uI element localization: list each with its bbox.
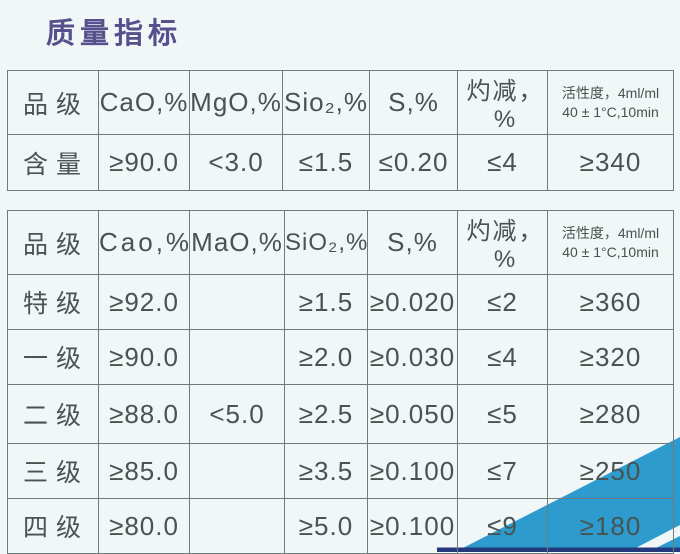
- grade-cell: 四级: [7, 498, 99, 554]
- data-cell: ≥0.100: [367, 443, 458, 499]
- header-cell-mao: MaO,%: [189, 210, 285, 275]
- header-cell-activity: 活性度，4ml/ml 40 ± 1°C,10min: [547, 70, 674, 135]
- data-cell: ≥2.0: [284, 329, 368, 385]
- data-cell: ≤5: [457, 384, 548, 444]
- activity-line2: 40 ± 1°C,10min: [562, 243, 659, 260]
- page-title: 质量指标: [46, 18, 183, 50]
- header-cell-grade: 品级: [7, 210, 99, 275]
- activity-line1: 活性度，4ml/ml: [561, 224, 660, 241]
- data-cell: [189, 443, 285, 499]
- data-cell: ≥340: [547, 134, 674, 191]
- data-cell: ≥2.5: [284, 384, 368, 444]
- table-row: 一级 ≥90.0 ≥2.0 ≥0.030 ≤4 ≥320: [7, 329, 674, 385]
- data-cell: ≥0.100: [367, 498, 458, 554]
- data-cell: ≥1.5: [284, 274, 368, 330]
- data-cell: ≤9: [457, 498, 548, 554]
- data-cell: ≥3.5: [284, 443, 368, 499]
- data-cell: ≥90.0: [98, 134, 190, 191]
- table-row: 三级 ≥85.0 ≥3.5 ≥0.100 ≤7 ≥250: [7, 443, 674, 499]
- data-cell: <5.0: [189, 384, 285, 444]
- data-cell: ≥5.0: [284, 498, 368, 554]
- data-cell: ≥0.030: [367, 329, 458, 385]
- header-cell-grade: 品级: [7, 70, 99, 135]
- table-row: 四级 ≥80.0 ≥5.0 ≥0.100 ≤9 ≥180: [7, 498, 674, 554]
- header-cell-ignition: 灼减，%: [457, 210, 548, 275]
- data-cell: ≥360: [547, 274, 674, 330]
- data-cell: <3.0: [189, 134, 283, 191]
- data-cell: ≥88.0: [98, 384, 190, 444]
- activity-line2: 40 ± 1°C,10min: [562, 103, 659, 120]
- data-cell: ≥90.0: [98, 329, 190, 385]
- data-cell: ≥80.0: [98, 498, 190, 554]
- data-cell: ≥250: [547, 443, 674, 499]
- header-cell-activity: 活性度，4ml/ml 40 ± 1°C,10min: [547, 210, 674, 275]
- data-cell: ≤1.5: [282, 134, 370, 191]
- header-cell-s: S,%: [367, 210, 458, 275]
- activity-line1: 活性度，4ml/ml: [561, 84, 660, 101]
- data-cell: ≥0.020: [367, 274, 458, 330]
- data-cell: ≤2: [457, 274, 548, 330]
- data-cell: ≥92.0: [98, 274, 190, 330]
- data-cell: ≥180: [547, 498, 674, 554]
- data-cell: ≥280: [547, 384, 674, 444]
- header-cell-ignition: 灼减，%: [457, 70, 548, 135]
- data-cell: ≥85.0: [98, 443, 190, 499]
- spec-table-2: 品级 Cao,% MaO,% SiO₂,% S,% 灼减，% 活性度，4ml/m…: [7, 210, 674, 554]
- grade-cell: 二级: [7, 384, 99, 444]
- grade-cell: 含量: [7, 134, 99, 191]
- spec-table-1: 品级 CaO,% MgO,% Sio₂,% S,% 灼减，% 活性度，4ml/m…: [7, 70, 674, 191]
- grade-cell: 一级: [7, 329, 99, 385]
- header-cell-cao: Cao,%: [98, 210, 190, 275]
- data-cell: [189, 329, 285, 385]
- header-cell-s: S,%: [369, 70, 458, 135]
- data-cell: ≤4: [457, 134, 548, 191]
- header-cell-mgo: MgO,%: [189, 70, 283, 135]
- data-cell: ≤7: [457, 443, 548, 499]
- grade-cell: 特级: [7, 274, 99, 330]
- data-cell: ≥320: [547, 329, 674, 385]
- data-cell: [189, 274, 285, 330]
- header-cell-sio2: Sio₂,%: [282, 70, 370, 135]
- table-row: 特级 ≥92.0 ≥1.5 ≥0.020 ≤2 ≥360: [7, 274, 674, 330]
- header-cell-cao: CaO,%: [98, 70, 190, 135]
- data-cell: [189, 498, 285, 554]
- table-row: 二级 ≥88.0 <5.0 ≥2.5 ≥0.050 ≤5 ≥280: [7, 384, 674, 444]
- grade-cell: 三级: [7, 443, 99, 499]
- table-row-header: 品级 Cao,% MaO,% SiO₂,% S,% 灼减，% 活性度，4ml/m…: [7, 210, 674, 275]
- data-cell: ≥0.050: [367, 384, 458, 444]
- table-row: 含量 ≥90.0 <3.0 ≤1.5 ≤0.20 ≤4 ≥340: [7, 134, 674, 191]
- table-row-header: 品级 CaO,% MgO,% Sio₂,% S,% 灼减，% 活性度，4ml/m…: [7, 70, 674, 135]
- header-cell-sio2: SiO₂,%: [284, 210, 368, 275]
- data-cell: ≤0.20: [369, 134, 458, 191]
- data-cell: ≤4: [457, 329, 548, 385]
